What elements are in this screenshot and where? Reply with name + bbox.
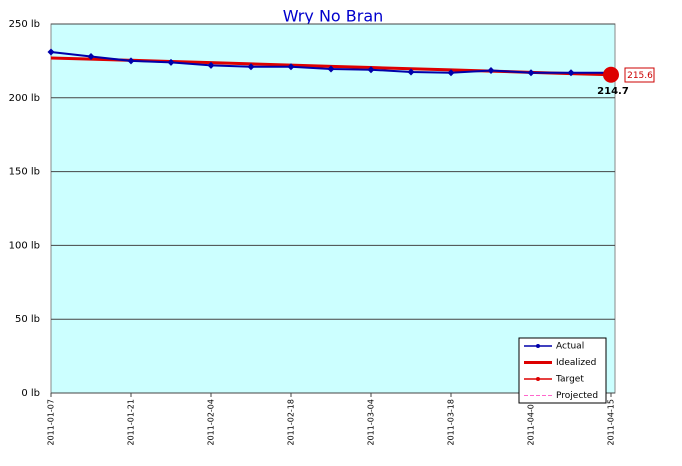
legend-label: Actual <box>556 342 584 352</box>
data-point <box>287 63 295 71</box>
data-point <box>407 68 415 76</box>
legend-marker <box>536 377 540 381</box>
data-point <box>447 69 455 77</box>
legend-marker <box>536 344 540 348</box>
chart-title: Wry No Bran <box>283 7 384 26</box>
annotation: 214.7 <box>597 86 629 97</box>
data-point <box>127 57 135 65</box>
annotation: 215.6 <box>627 71 653 81</box>
annotation-box <box>624 67 655 83</box>
x-tick-label: 2011-04-15 <box>607 399 616 446</box>
data-point <box>527 69 535 77</box>
x-tick-label: 2011-02-04 <box>207 399 216 446</box>
data-point <box>167 58 175 66</box>
y-tick-label: 250 lb <box>9 19 40 30</box>
x-tick-label: 2011-01-21 <box>127 399 136 446</box>
x-tick-label: 2011-01-07 <box>47 399 56 446</box>
x-tick-label: 2011-04-01 <box>527 399 536 446</box>
data-point <box>567 69 575 77</box>
data-point <box>87 52 95 60</box>
legend-label: Target <box>555 375 584 385</box>
data-point <box>367 66 375 74</box>
x-tick-label: 2011-03-04 <box>367 399 376 446</box>
y-tick-label: 50 lb <box>15 314 40 325</box>
y-tick-label: 100 lb <box>9 240 40 251</box>
data-point <box>207 61 215 69</box>
legend-label: Projected <box>556 391 598 401</box>
data-point <box>327 65 335 73</box>
y-tick-label: 0 lb <box>21 388 40 399</box>
y-tick-label: 150 lb <box>9 167 40 178</box>
data-point <box>247 63 255 71</box>
legend-label: Idealized <box>556 358 596 368</box>
x-tick-label: 2011-02-18 <box>287 399 296 446</box>
y-tick-label: 200 lb <box>9 93 40 104</box>
legend-box <box>518 337 607 404</box>
target-point <box>603 66 619 83</box>
data-point <box>487 66 495 74</box>
data-point <box>47 48 55 56</box>
plot-area <box>50 23 616 394</box>
x-tick-label: 2011-03-18 <box>447 399 456 446</box>
